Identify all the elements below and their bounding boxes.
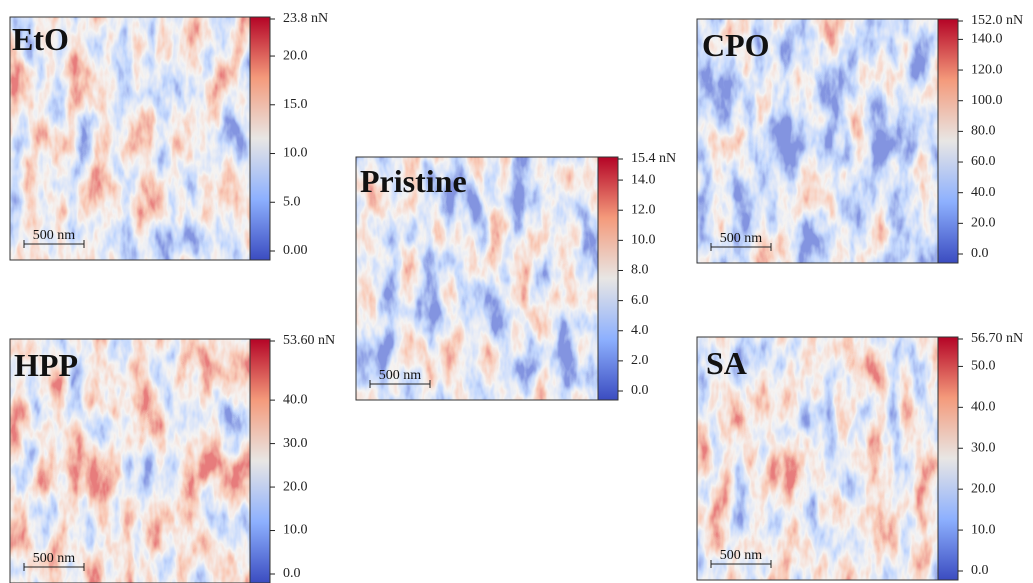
colorbar-tick-label: 0.00 (283, 243, 308, 258)
scale-bar-label: 500 nm (33, 228, 76, 243)
afm-image (697, 337, 938, 580)
colorbar-tick-label: 152.0 nN (971, 13, 1023, 28)
colorbar-tick-label: 60.0 (971, 154, 996, 169)
colorbar-tick-label: 20.0 (971, 216, 996, 231)
colorbar-tick-label: 56.70 nN (971, 331, 1023, 346)
panel-label: Pristine (360, 163, 467, 199)
colorbar-tick-label: 0.0 (283, 566, 301, 581)
afm-image (10, 17, 250, 260)
scale-bar (369, 380, 431, 388)
colorbar (249, 16, 271, 261)
colorbar-tick-label: 10.0 (631, 233, 656, 248)
colorbar-tick-label: 6.0 (631, 293, 649, 308)
colorbar-tick-label: 20.0 (971, 481, 996, 496)
colorbar-tick-label: 10.0 (971, 522, 996, 537)
colorbar-tick-label: 20.0 (283, 479, 308, 494)
colorbar-tick-label: 15.4 nN (631, 151, 676, 166)
colorbar-tick-label: 8.0 (631, 263, 649, 278)
colorbar-tick-label: 30.0 (283, 436, 308, 451)
scale-bar (23, 563, 85, 571)
scale-bar-label: 500 nm (379, 368, 422, 383)
colorbar-tick-label: 140.0 (971, 32, 1003, 47)
colorbar-tick-label: 40.0 (971, 400, 996, 415)
scale-bar (23, 240, 85, 248)
colorbar-tick-label: 0.0 (971, 246, 989, 261)
colorbar-tick-label: 80.0 (971, 124, 996, 139)
scale-bar (710, 243, 772, 251)
colorbar-tick-label: 23.8 nN (283, 11, 328, 26)
colorbar-tick-label: 10.0 (283, 523, 308, 538)
afm-image (697, 19, 938, 263)
scale-bar-label: 500 nm (720, 548, 763, 563)
colorbar (597, 156, 619, 401)
colorbar-tick-label: 40.0 (971, 185, 996, 200)
colorbar-tick-label: 20.0 (283, 48, 308, 63)
colorbar-tick-label: 53.60 nN (283, 333, 335, 348)
panel-label: SA (706, 345, 747, 381)
scale-bar-label: 500 nm (33, 551, 76, 566)
panel-label: EtO (12, 21, 69, 57)
afm-image (356, 157, 598, 400)
colorbar-tick-label: 15.0 (283, 97, 308, 112)
colorbar-tick-label: 10.0 (283, 146, 308, 161)
afm-image (10, 339, 250, 583)
colorbar-tick-label: 120.0 (971, 62, 1003, 77)
colorbar-tick-label: 4.0 (631, 323, 649, 338)
colorbar-tick-label: 100.0 (971, 93, 1003, 108)
scale-bar-label: 500 nm (720, 231, 763, 246)
colorbar-tick-label: 14.0 (631, 172, 656, 187)
colorbar (937, 18, 959, 264)
scale-bar (710, 560, 772, 568)
panel-label: HPP (14, 347, 78, 383)
colorbar-tick-label: 30.0 (971, 440, 996, 455)
colorbar-tick-label: 2.0 (631, 353, 649, 368)
colorbar-tick-label: 40.0 (283, 392, 308, 407)
colorbar-tick-label: 12.0 (631, 202, 656, 217)
colorbar-tick-label: 0.0 (971, 563, 989, 578)
colorbar (249, 338, 271, 583)
colorbar-tick-label: 0.0 (631, 383, 649, 398)
panel-label: CPO (702, 27, 770, 63)
colorbar (937, 336, 959, 581)
colorbar-tick-label: 5.0 (283, 194, 301, 209)
colorbar-tick-label: 50.0 (971, 359, 996, 374)
